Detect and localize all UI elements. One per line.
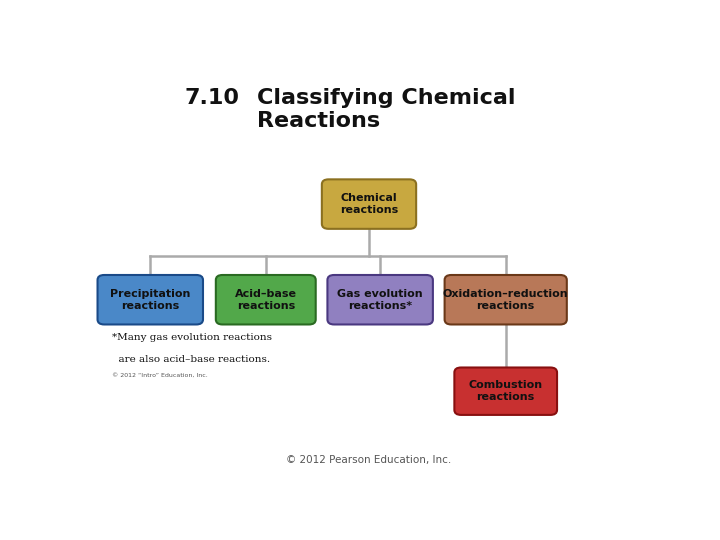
FancyBboxPatch shape bbox=[454, 368, 557, 415]
FancyBboxPatch shape bbox=[322, 179, 416, 229]
Text: Precipitation
reactions: Precipitation reactions bbox=[110, 289, 191, 310]
Text: are also acid–base reactions.: are also acid–base reactions. bbox=[112, 355, 271, 363]
Text: © 2012 Pearson Education, Inc.: © 2012 Pearson Education, Inc. bbox=[287, 455, 451, 465]
Text: © 2012 “Intro” Education, Inc.: © 2012 “Intro” Education, Inc. bbox=[112, 373, 208, 377]
Text: Gas evolution
reactions*: Gas evolution reactions* bbox=[338, 289, 423, 310]
Text: Combustion
reactions: Combustion reactions bbox=[469, 380, 543, 402]
Text: Oxidation–reduction
reactions: Oxidation–reduction reactions bbox=[443, 289, 569, 310]
Text: 7.10: 7.10 bbox=[185, 87, 240, 107]
FancyBboxPatch shape bbox=[445, 275, 567, 325]
FancyBboxPatch shape bbox=[216, 275, 315, 325]
Text: Acid–base
reactions: Acid–base reactions bbox=[235, 289, 297, 310]
Text: *Many gas evolution reactions: *Many gas evolution reactions bbox=[112, 333, 272, 342]
FancyBboxPatch shape bbox=[328, 275, 433, 325]
Text: Classifying Chemical
Reactions: Classifying Chemical Reactions bbox=[258, 87, 516, 131]
Text: Chemical
reactions: Chemical reactions bbox=[340, 193, 398, 215]
FancyBboxPatch shape bbox=[97, 275, 203, 325]
